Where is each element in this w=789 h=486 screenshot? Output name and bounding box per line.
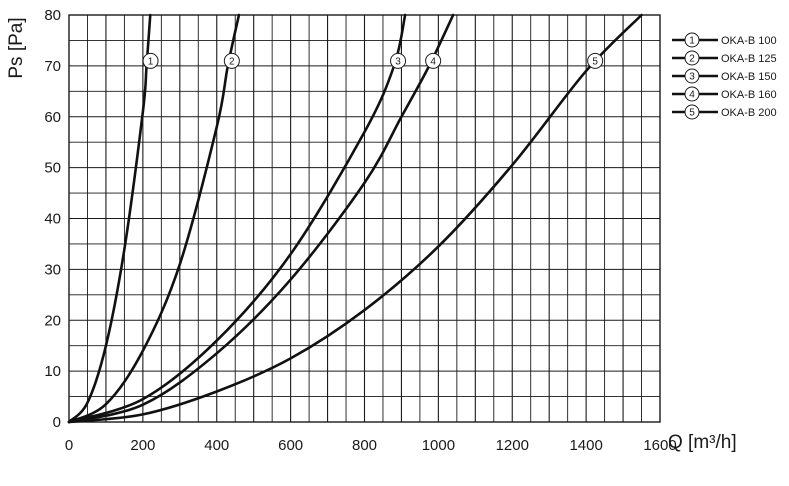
legend-marker-number: 4 [689, 90, 695, 101]
x-tick-label: 1600 [643, 437, 676, 454]
legend-marker-number: 5 [689, 108, 695, 119]
legend-label: OKA-B 160 [721, 89, 777, 101]
legend: 1 OKA-B 100 2 OKA-B 125 3 OKA-B 150 4 OKA-B 160… [672, 32, 777, 120]
y-tick-label: 20 [44, 312, 61, 329]
plot-frame [68, 14, 661, 423]
y-tick-label: 10 [44, 363, 61, 380]
series-marker-4 [425, 52, 442, 69]
x-tick-labels: 0 200 400 600 800 1000 1200 1400 1600 [65, 437, 677, 454]
series-line-5 [67, 13, 643, 424]
legend-marker [684, 86, 700, 102]
x-tick-label: 1000 [422, 437, 455, 454]
legend-label: OKA-B 100 [721, 35, 777, 47]
y-tick-labels: 0 10 20 30 40 50 60 70 80 [44, 7, 61, 431]
series-marker-number: 5 [592, 56, 598, 67]
series-line-3 [67, 13, 407, 424]
series-marker-3 [390, 52, 407, 69]
series-marker-number: 2 [229, 56, 235, 67]
legend-marker [684, 50, 700, 66]
legend-marker [684, 104, 700, 120]
legend-label: OKA-B 200 [721, 107, 777, 119]
series-marker-number: 1 [148, 56, 154, 67]
series-marker-number: 4 [430, 56, 436, 67]
x-tick-label: 1400 [569, 437, 602, 454]
series-marker-2 [223, 52, 240, 69]
series-marker-number: 3 [395, 56, 401, 67]
y-tick-label: 40 [44, 211, 61, 228]
y-axis-title: Ps [Pa] [6, 17, 27, 78]
y-tick-label: 80 [44, 7, 61, 24]
grid-major [69, 15, 660, 422]
legend-marker [684, 68, 700, 84]
series-line-4 [67, 13, 455, 424]
x-tick-label: 1200 [496, 437, 529, 454]
legend-marker-number: 3 [689, 72, 695, 83]
y-tick-label: 60 [44, 109, 61, 126]
series-marker-1 [142, 52, 159, 69]
y-tick-label: 0 [53, 414, 61, 431]
legend-label: OKA-B 125 [721, 53, 777, 65]
x-tick-label: 200 [130, 437, 155, 454]
y-tick-label: 30 [44, 261, 61, 278]
legend-label: OKA-B 150 [721, 71, 777, 83]
x-axis-title: Q [m³/h] [668, 432, 737, 453]
legend-marker-number: 2 [689, 54, 695, 65]
x-tick-label: 800 [352, 437, 377, 454]
x-tick-label: 0 [65, 437, 73, 454]
x-tick-label: 400 [204, 437, 229, 454]
legend-marker [684, 32, 700, 48]
y-tick-label: 70 [44, 58, 61, 75]
series-marker-5 [587, 52, 604, 69]
y-tick-label: 50 [44, 160, 61, 177]
curve-markers: 1 2 3 4 5 [142, 52, 604, 69]
legend-marker-number: 1 [689, 36, 695, 47]
x-tick-label: 600 [278, 437, 303, 454]
